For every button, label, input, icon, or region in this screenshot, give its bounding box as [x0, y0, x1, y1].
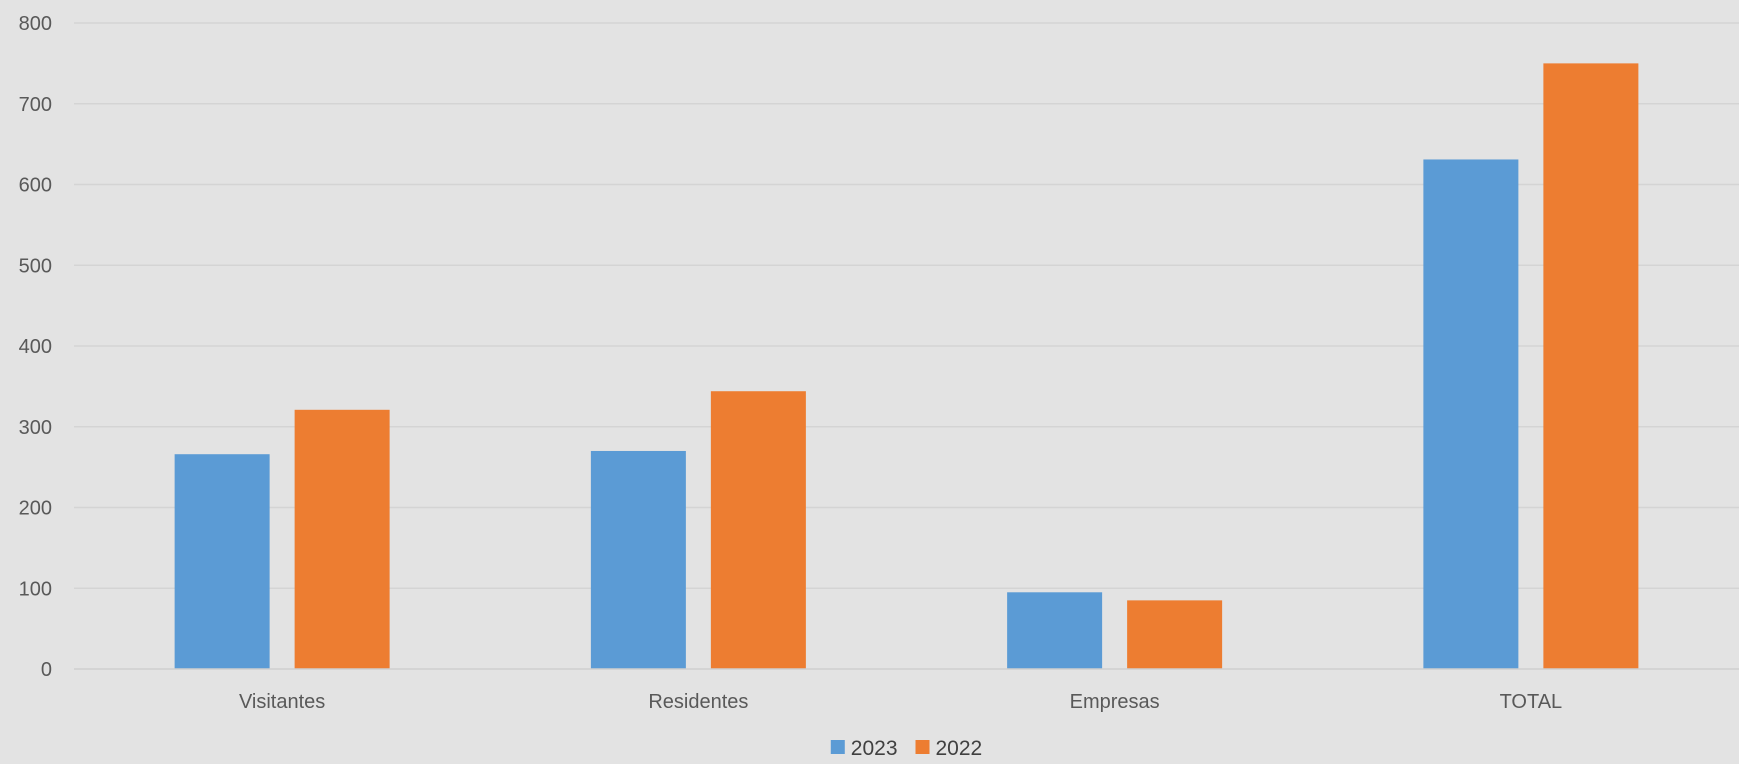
y-tick-label: 400 — [19, 336, 52, 358]
bar-2023-visitantes — [174, 454, 270, 669]
legend: 2023 2022 — [830, 737, 983, 760]
bar-2023-residentes — [590, 450, 686, 669]
y-axis-tick-labels: 0 100 200 300 400 500 600 700 800 — [19, 13, 52, 681]
legend-label: 2023 — [851, 737, 898, 760]
y-tick-label: 300 — [19, 417, 52, 439]
legend-swatch — [830, 740, 845, 754]
x-tick-label: Residentes — [648, 691, 748, 713]
bar-2022-visitantes — [294, 409, 390, 669]
bar-2022-total — [1543, 63, 1639, 669]
y-tick-label: 500 — [19, 255, 52, 277]
bar-2022-empresas — [1127, 600, 1223, 669]
x-tick-label: Visitantes — [239, 691, 325, 713]
y-tick-label: 700 — [19, 94, 52, 116]
y-tick-label: 800 — [19, 13, 52, 35]
y-tick-label: 600 — [19, 175, 52, 197]
legend-item-2022: 2022 — [915, 737, 983, 760]
y-tick-label: 200 — [19, 498, 52, 520]
legend-item-2023: 2023 — [830, 737, 898, 760]
y-tick-label: 0 — [41, 659, 52, 681]
x-axis-tick-labels: Visitantes Residentes Empresas TOTAL — [239, 691, 1562, 713]
bar-2023-total — [1423, 159, 1519, 669]
y-tick-label: 100 — [19, 578, 52, 600]
x-tick-label: Empresas — [1070, 691, 1160, 713]
x-tick-label: TOTAL — [1500, 691, 1563, 713]
bars — [174, 63, 1639, 669]
bar-2022-residentes — [710, 391, 806, 669]
legend-label: 2022 — [936, 737, 983, 760]
legend-swatch — [915, 740, 930, 754]
bar-2023-empresas — [1007, 592, 1103, 669]
